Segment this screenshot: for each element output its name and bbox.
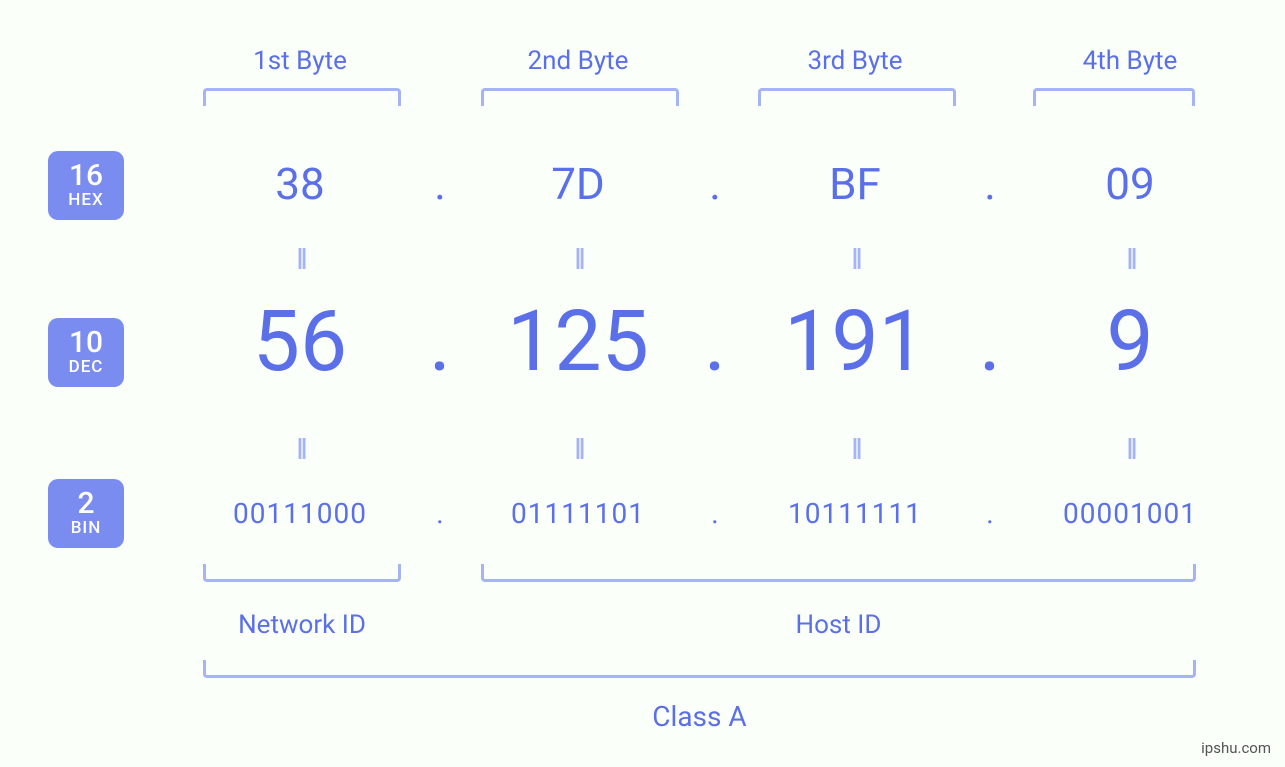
bin-byte-1: 00111000 xyxy=(190,497,410,530)
ip-byte-diagram: 1st Byte 2nd Byte 3rd Byte 4th Byte 16 H… xyxy=(0,0,1285,767)
eq-dec-bin-1: II xyxy=(190,432,410,467)
base-lbl-bin: BIN xyxy=(48,518,124,538)
dec-byte-4: 9 xyxy=(1020,300,1240,384)
dec-byte-2: 125 xyxy=(468,300,688,384)
base-num-bin: 2 xyxy=(48,487,124,520)
bin-byte-4: 00001001 xyxy=(1020,497,1240,530)
eq-hex-dec-4: II xyxy=(1020,242,1240,277)
base-badge-dec: 10 DEC xyxy=(48,318,124,387)
watermark: ipshu.com xyxy=(1201,739,1271,757)
base-badge-hex: 16 HEX xyxy=(48,151,124,220)
hex-byte-3: BF xyxy=(745,158,965,210)
top-bracket-2 xyxy=(481,88,679,106)
hex-dot-3: . xyxy=(970,158,1010,210)
hex-byte-1: 38 xyxy=(190,158,410,210)
hex-byte-4: 09 xyxy=(1020,158,1240,210)
host-bracket xyxy=(481,564,1196,582)
top-bracket-3 xyxy=(758,88,956,106)
byte-header-2: 2nd Byte xyxy=(468,46,688,76)
top-bracket-4 xyxy=(1033,88,1195,106)
eq-dec-bin-2: II xyxy=(468,432,688,467)
base-badge-bin: 2 BIN xyxy=(48,479,124,548)
hex-dot-1: . xyxy=(420,158,460,210)
eq-hex-dec-3: II xyxy=(745,242,965,277)
byte-header-1: 1st Byte xyxy=(190,46,410,76)
bin-byte-2: 01111101 xyxy=(468,497,688,530)
bin-dot-3: . xyxy=(970,497,1010,530)
class-label: Class A xyxy=(203,700,1196,733)
dec-byte-3: 191 xyxy=(745,300,965,384)
eq-dec-bin-3: II xyxy=(745,432,965,467)
dec-dot-1: . xyxy=(420,300,460,384)
byte-header-4: 4th Byte xyxy=(1020,46,1240,76)
host-id-label: Host ID xyxy=(481,610,1196,640)
hex-byte-2: 7D xyxy=(468,158,688,210)
byte-header-3: 3rd Byte xyxy=(745,46,965,76)
top-bracket-1 xyxy=(203,88,401,106)
base-lbl-hex: HEX xyxy=(48,190,124,210)
eq-dec-bin-4: II xyxy=(1020,432,1240,467)
base-num-hex: 16 xyxy=(48,159,124,192)
bin-dot-2: . xyxy=(695,497,735,530)
eq-hex-dec-1: II xyxy=(190,242,410,277)
dec-dot-2: . xyxy=(695,300,735,384)
dec-dot-3: . xyxy=(970,300,1010,384)
network-id-label: Network ID xyxy=(203,610,401,640)
class-bracket xyxy=(203,660,1196,678)
hex-dot-2: . xyxy=(695,158,735,210)
dec-byte-1: 56 xyxy=(190,300,410,384)
bin-dot-1: . xyxy=(420,497,460,530)
network-bracket xyxy=(203,564,401,582)
base-num-dec: 10 xyxy=(48,326,124,359)
bin-byte-3: 10111111 xyxy=(745,497,965,530)
base-lbl-dec: DEC xyxy=(48,357,124,377)
eq-hex-dec-2: II xyxy=(468,242,688,277)
